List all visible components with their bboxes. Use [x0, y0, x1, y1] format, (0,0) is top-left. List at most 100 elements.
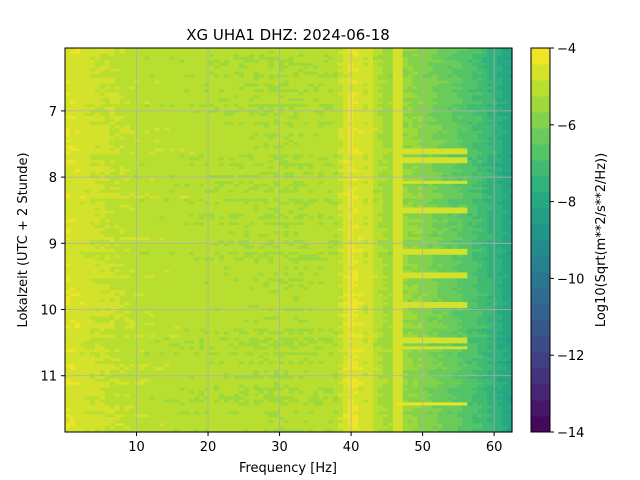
heatmap-cell — [303, 104, 309, 108]
heatmap-cell — [243, 80, 250, 85]
heatmap-cell — [457, 53, 463, 58]
heatmap-cell — [303, 86, 309, 90]
heatmap-cell — [442, 89, 449, 93]
heatmap-cell — [218, 50, 225, 55]
heatmap-cell — [402, 145, 409, 150]
heatmap-cell — [308, 104, 314, 108]
heatmap-cell — [248, 48, 255, 52]
heatmap-cell — [204, 104, 210, 108]
heatmap-cell — [358, 89, 364, 93]
heatmap-cell — [65, 160, 71, 164]
heatmap-cell — [114, 163, 121, 167]
heatmap-cell — [288, 136, 295, 141]
heatmap-cell — [507, 56, 513, 61]
heatmap-cell — [119, 163, 126, 167]
heatmap-cell — [84, 83, 91, 87]
heatmap-cell — [74, 139, 81, 144]
heatmap-cell — [452, 154, 458, 158]
heatmap-cell — [273, 56, 280, 61]
heatmap-cell — [223, 48, 230, 52]
heatmap-cell — [313, 101, 319, 105]
heatmap-cell — [114, 68, 121, 73]
heatmap-cell — [363, 157, 369, 161]
heatmap-cell — [104, 80, 111, 85]
heatmap-cell — [497, 92, 503, 96]
heatmap-cell — [149, 71, 155, 76]
heatmap-cell — [159, 50, 165, 55]
heatmap-cell — [338, 166, 344, 170]
heatmap-cell — [412, 124, 419, 129]
heatmap-cell — [437, 71, 444, 76]
heatmap-cell — [104, 127, 111, 132]
heatmap-cell — [417, 56, 424, 61]
heatmap-cell — [129, 53, 136, 58]
heatmap-cell — [144, 48, 151, 52]
heatmap-cell — [218, 65, 225, 70]
heatmap-cell — [392, 121, 399, 126]
heatmap-cell — [199, 77, 205, 82]
heatmap-cell — [189, 139, 195, 144]
heatmap-cell — [114, 112, 121, 117]
heatmap-cell — [204, 48, 210, 52]
heatmap-cell — [402, 83, 409, 87]
heatmap-cell — [104, 121, 111, 126]
heatmap-cell — [338, 56, 344, 61]
heatmap-cell — [214, 80, 220, 85]
heatmap-cell — [427, 154, 434, 158]
heatmap-cell — [507, 74, 513, 79]
heatmap-cell — [502, 71, 508, 76]
heatmap-cell — [74, 77, 81, 82]
heatmap-cell — [477, 133, 483, 138]
heatmap-cell — [114, 107, 121, 111]
heatmap-cell — [358, 86, 364, 90]
heatmap-cell — [243, 104, 250, 108]
heatmap-cell — [199, 163, 205, 167]
heatmap-cell — [184, 124, 190, 129]
heatmap-cell — [482, 83, 488, 87]
heatmap-cell — [243, 148, 250, 152]
heatmap-cell — [79, 59, 86, 64]
heatmap-cell — [502, 101, 508, 105]
heatmap-cell — [238, 65, 245, 70]
heatmap-cell — [402, 62, 409, 67]
heatmap-cell — [209, 48, 215, 52]
heatmap-cell — [179, 154, 185, 158]
heatmap-cell — [99, 95, 106, 99]
heatmap-cell — [492, 112, 498, 117]
heatmap-cell — [392, 65, 399, 70]
heatmap-cell — [273, 65, 280, 70]
heatmap-cell — [104, 172, 111, 176]
heatmap-cell — [457, 101, 463, 105]
heatmap-cell — [99, 177, 106, 182]
heatmap-cell — [263, 110, 270, 114]
heatmap-cell — [199, 59, 205, 64]
heatmap-cell — [377, 163, 384, 167]
heatmap-cell — [333, 59, 339, 64]
heatmap-cell — [397, 127, 404, 132]
heatmap-cell — [154, 83, 160, 87]
heatmap-cell — [482, 59, 488, 64]
heatmap-cell — [328, 50, 334, 55]
heatmap-cell — [228, 98, 235, 102]
heatmap-cell — [387, 124, 394, 129]
heatmap-cell — [209, 50, 215, 55]
heatmap-cell — [169, 83, 175, 87]
heatmap-cell — [502, 166, 508, 170]
heatmap-cell — [442, 121, 449, 126]
heatmap-cell — [144, 157, 151, 161]
heatmap-cell — [169, 50, 175, 55]
heatmap-cell — [129, 151, 136, 155]
heatmap-cell — [159, 136, 165, 141]
heatmap-cell — [427, 101, 434, 105]
heatmap-cell — [338, 50, 344, 55]
heatmap-cell — [303, 59, 309, 64]
heatmap-cell — [174, 118, 180, 123]
heatmap-cell — [199, 142, 205, 147]
heatmap-cell — [144, 53, 151, 58]
heatmap-cell — [84, 169, 91, 173]
heatmap-cell — [502, 157, 508, 161]
heatmap-cell — [218, 71, 225, 76]
heatmap-cell — [303, 68, 309, 73]
heatmap-cell — [283, 77, 290, 82]
heatmap-cell — [134, 59, 141, 64]
